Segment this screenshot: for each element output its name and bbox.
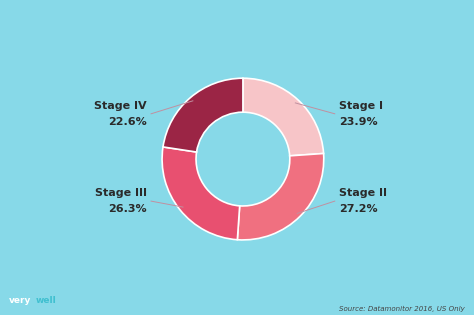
Text: very: very — [9, 296, 32, 305]
Text: 23.9%: 23.9% — [339, 117, 377, 127]
Wedge shape — [237, 153, 324, 240]
Text: Stage IV: Stage IV — [94, 101, 147, 111]
Text: well: well — [36, 296, 57, 305]
Text: 22.6%: 22.6% — [108, 117, 147, 127]
Wedge shape — [162, 147, 240, 240]
Text: Source: Datamonitor 2016, US Only: Source: Datamonitor 2016, US Only — [339, 306, 465, 312]
Text: 27.2%: 27.2% — [339, 204, 377, 214]
Text: Stage II: Stage II — [339, 188, 387, 198]
Wedge shape — [163, 78, 243, 152]
Text: Stage III: Stage III — [95, 188, 147, 198]
Wedge shape — [243, 78, 324, 156]
Text: Stage I: Stage I — [339, 101, 383, 111]
Text: 26.3%: 26.3% — [109, 204, 147, 214]
